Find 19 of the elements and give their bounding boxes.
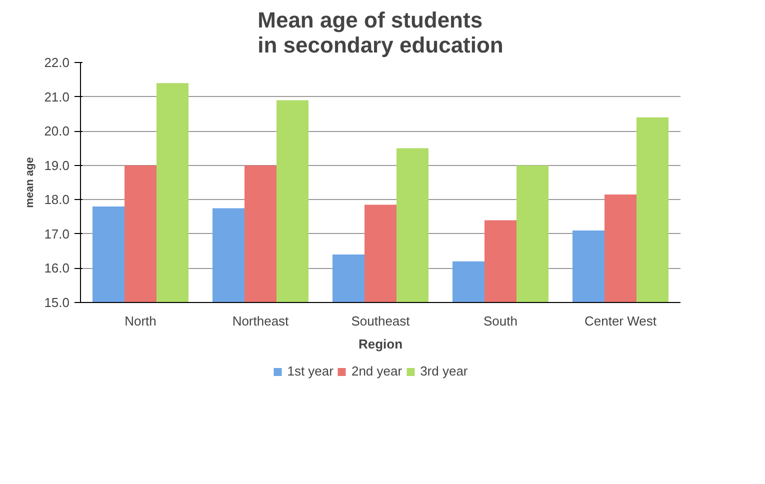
y-axis-title: mean age: [24, 157, 36, 208]
x-tick-label: Center West: [584, 314, 657, 328]
legend-label: 1st year: [287, 364, 334, 378]
x-tick-label: South: [484, 314, 518, 328]
y-tick-label: 19.0: [44, 158, 70, 173]
y-tick-label: 17.0: [44, 226, 70, 242]
x-tick-label: Southeast: [351, 314, 410, 328]
y-tick-label: 20.0: [44, 124, 70, 139]
legend-label: 3rd year: [420, 364, 468, 378]
x-axis-title: Region: [358, 336, 403, 352]
x-tick-label: North: [124, 314, 156, 328]
y-tick-label: 22.0: [44, 55, 70, 70]
y-tick-label: 15.0: [44, 295, 70, 310]
x-tick-label: Northeast: [232, 314, 290, 328]
y-tick-label: 16.0: [44, 260, 70, 276]
legend-label: 2nd year: [351, 364, 402, 378]
y-tick-label: 18.0: [44, 192, 70, 208]
y-tick-label: 21.0: [44, 89, 70, 104]
chart-title: Mean age of students in secondary education: [258, 8, 504, 58]
